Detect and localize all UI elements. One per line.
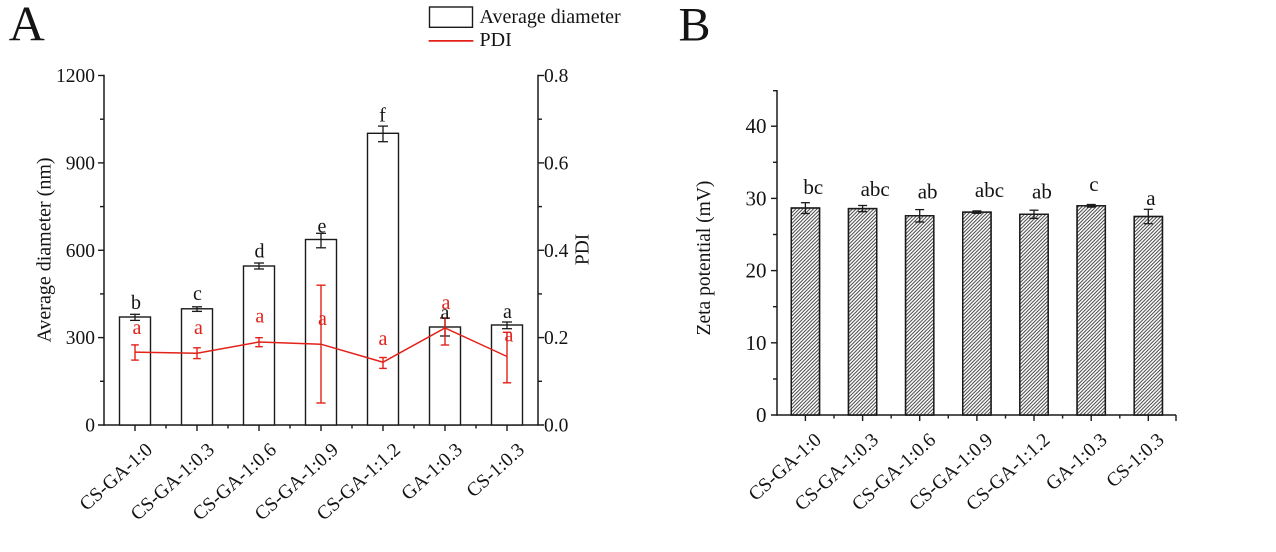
svg-text:0: 0 (756, 403, 767, 427)
svg-text:GA-1:0.3: GA-1:0.3 (1042, 430, 1111, 495)
svg-text:a: a (255, 306, 264, 328)
svg-text:PDI: PDI (573, 234, 594, 265)
svg-text:PDI: PDI (480, 29, 512, 51)
svg-text:a: a (442, 292, 451, 314)
svg-text:900: 900 (66, 154, 95, 175)
svg-text:ab: ab (1032, 180, 1052, 204)
svg-text:Average diameter (nm): Average diameter (nm) (34, 157, 56, 342)
svg-text:1200: 1200 (56, 66, 95, 87)
svg-text:Average diameter: Average diameter (480, 6, 622, 28)
svg-text:600: 600 (66, 241, 95, 262)
svg-text:a: a (1146, 186, 1156, 210)
svg-text:b: b (131, 292, 141, 314)
svg-text:a: a (194, 317, 203, 339)
svg-text:bc: bc (803, 175, 823, 199)
svg-text:e: e (318, 216, 327, 238)
svg-text:0.4: 0.4 (544, 241, 569, 262)
svg-text:ab: ab (918, 180, 938, 204)
svg-text:a: a (318, 308, 327, 330)
svg-text:10: 10 (746, 331, 767, 355)
svg-text:a: a (505, 324, 514, 346)
svg-text:CS-1:0.3: CS-1:0.3 (1103, 430, 1169, 492)
svg-text:c: c (1089, 172, 1098, 196)
svg-text:0.2: 0.2 (544, 328, 568, 349)
svg-text:300: 300 (66, 328, 95, 349)
svg-text:30: 30 (746, 186, 767, 210)
svg-text:20: 20 (746, 259, 767, 283)
svg-text:a: a (441, 302, 450, 324)
svg-text:Zeta potential (mV): Zeta potential (mV) (694, 181, 715, 336)
svg-text:0: 0 (85, 416, 95, 437)
svg-text:GA-1:0.3: GA-1:0.3 (398, 439, 467, 504)
svg-text:c: c (193, 283, 202, 305)
svg-text:40: 40 (746, 114, 767, 138)
svg-text:0.0: 0.0 (544, 416, 568, 437)
svg-text:A: A (9, 0, 45, 52)
svg-text:0.8: 0.8 (544, 66, 568, 87)
svg-text:B: B (679, 0, 711, 51)
svg-text:d: d (255, 241, 265, 263)
svg-text:a: a (503, 301, 512, 323)
svg-text:abc: abc (861, 177, 890, 201)
svg-text:abc: abc (975, 178, 1004, 202)
svg-text:CS-1:0.3: CS-1:0.3 (463, 439, 529, 501)
svg-text:a: a (379, 328, 388, 350)
svg-text:f: f (379, 105, 386, 127)
svg-text:a: a (133, 317, 142, 339)
svg-text:0.6: 0.6 (544, 154, 569, 175)
